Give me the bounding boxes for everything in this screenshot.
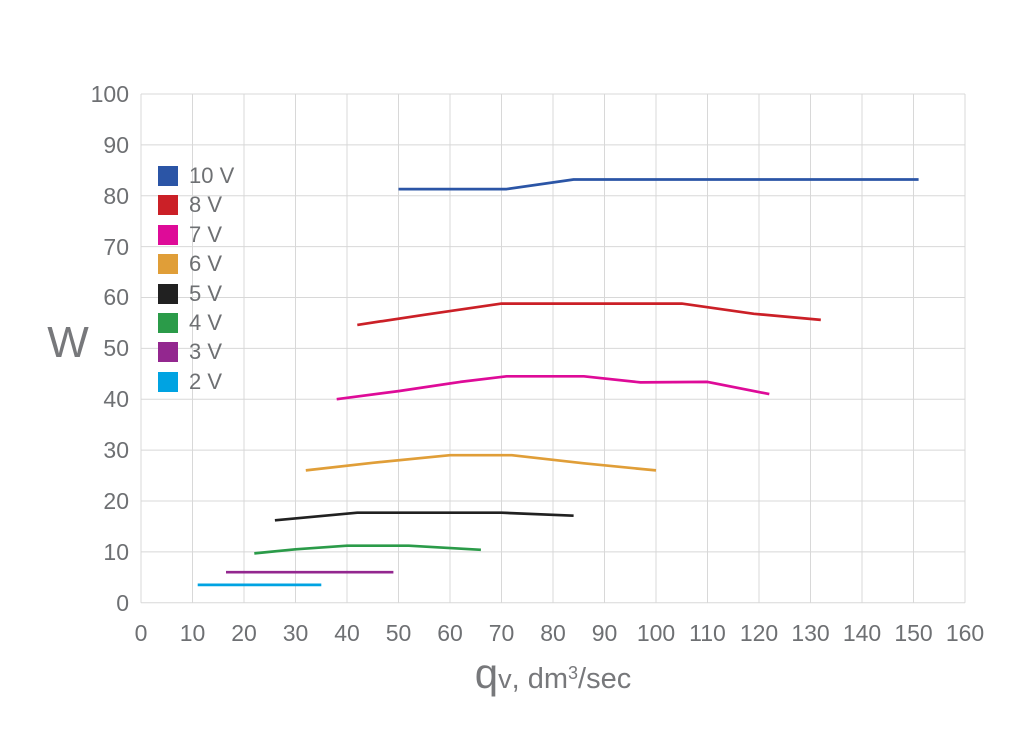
x-axis-title-unit: , dm (511, 663, 569, 695)
x-tick-label: 60 (437, 620, 463, 646)
y-tick-label: 50 (103, 335, 129, 362)
legend-label: 4 V (189, 310, 223, 335)
series-line-10v (398, 178, 919, 191)
x-tick-label: 120 (739, 620, 779, 646)
legend-item-4v: 4 V (158, 309, 222, 337)
y-tick-label: 20 (103, 487, 129, 514)
series-line-5v (274, 511, 574, 522)
series-line-4v (254, 544, 481, 555)
series-line-8v (357, 302, 821, 327)
legend-item-2v: 2 V (158, 368, 222, 396)
x-tick-label: 20 (231, 620, 257, 646)
legend-label: 6 V (189, 251, 223, 277)
y-tick-label: 70 (103, 233, 129, 260)
x-axis-title-exponent: 3 (568, 663, 579, 683)
legend-swatch (158, 371, 178, 392)
legend-label: 8 V (189, 192, 223, 218)
legend-item-5v: 5 V (158, 280, 222, 308)
y-tick-label: 30 (103, 437, 129, 464)
legend-label: 3 V (189, 339, 223, 365)
legend-label: 7 V (189, 221, 223, 247)
x-tick-label: 50 (385, 620, 412, 646)
legend-item-3v: 3 V (158, 338, 222, 366)
legend-label: 10 V (189, 163, 235, 188)
x-axis-title-unit-denominator: /sec (578, 663, 632, 695)
series-line-7v (336, 374, 770, 401)
x-tick-label: 110 (689, 620, 726, 646)
legend-swatch (158, 166, 178, 186)
legend-swatch (158, 195, 178, 216)
legend-item-7v: 7 V (158, 221, 222, 249)
y-tick-label: 10 (103, 538, 129, 565)
legend-item-8v: 8 V (158, 191, 222, 219)
x-tick-label: 130 (791, 620, 830, 646)
legend-item-6v: 6 V (158, 250, 222, 278)
y-axis-title: W (47, 318, 89, 367)
legend-swatch (158, 342, 178, 363)
legend-label: 5 V (189, 280, 223, 306)
x-axis-title-symbol: q (474, 650, 499, 697)
x-tick-label: 90 (591, 620, 618, 646)
legend-label: 2 V (189, 368, 223, 394)
x-tick-label: 30 (282, 620, 309, 646)
x-tick-label: 10 (179, 620, 206, 646)
x-tick-label: 140 (842, 620, 882, 646)
x-tick-label: 160 (945, 620, 985, 646)
legend-swatch (158, 224, 178, 245)
x-tick-label: 150 (894, 620, 933, 646)
y-tick-label: 80 (103, 182, 129, 209)
x-tick-label: 0 (134, 620, 148, 646)
x-tick-label: 80 (540, 620, 566, 646)
y-tick-label: 60 (103, 284, 129, 311)
y-tick-label: 100 (90, 81, 129, 107)
y-tick-label: 90 (103, 131, 129, 158)
y-tick-label: 0 (116, 589, 129, 616)
series-line-6v (305, 453, 657, 472)
x-axis-title-subscript: v (498, 664, 512, 694)
x-axis-title: qv, dm3/sec (141, 650, 965, 698)
legend-swatch (158, 313, 178, 333)
x-tick-label: 40 (334, 620, 360, 646)
legend-swatch (158, 254, 178, 275)
x-tick-label: 70 (488, 620, 515, 646)
legend-swatch (158, 283, 178, 304)
y-tick-label: 40 (103, 386, 129, 413)
legend-item-10v: 10 V (158, 162, 234, 190)
x-tick-label: 100 (636, 620, 676, 646)
